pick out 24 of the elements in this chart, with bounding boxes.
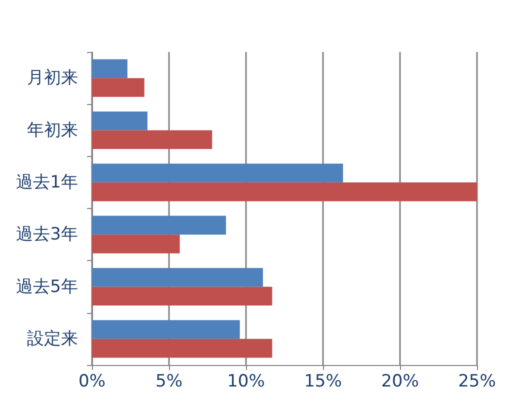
x-tick-label: 5% — [156, 372, 182, 392]
bar — [92, 216, 226, 235]
y-tick-label: 過去3年 — [16, 224, 78, 245]
x-tick-label: 25% — [458, 372, 496, 392]
y-tick-label: 過去1年 — [16, 172, 78, 192]
bar — [92, 130, 212, 150]
y-tick-label: 年初来 — [27, 120, 78, 140]
x-tick-label: 15% — [304, 372, 342, 392]
x-tick-label: 0% — [78, 372, 106, 392]
bar — [92, 320, 240, 339]
bar — [92, 338, 272, 358]
y-tick-label: 月初来 — [27, 68, 78, 88]
bar — [92, 234, 180, 254]
y-tick-label: 設定来 — [27, 328, 78, 349]
y-tick-label: 過去5年 — [16, 276, 78, 297]
bar — [92, 164, 344, 182]
bar — [92, 78, 144, 97]
bar — [92, 182, 477, 202]
bar — [92, 268, 263, 287]
bar — [92, 286, 272, 306]
bar — [92, 59, 128, 78]
bar — [92, 111, 148, 130]
x-tick-label: 20% — [381, 372, 419, 392]
x-tick-label: 10% — [227, 372, 265, 392]
